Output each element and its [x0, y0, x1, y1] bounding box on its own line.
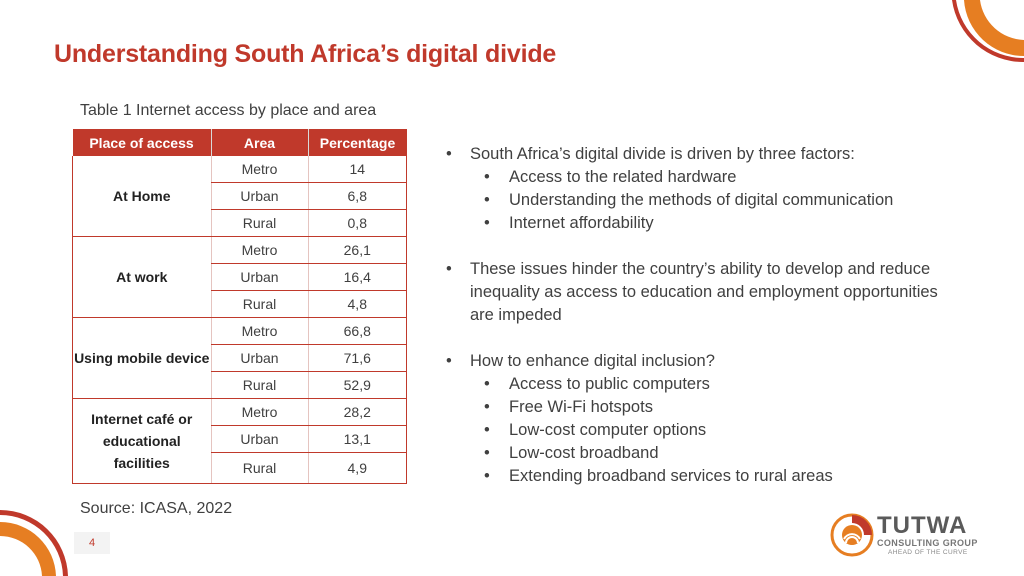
percentage-cell: 16,4	[307, 263, 407, 291]
place-cell: At Home	[72, 156, 211, 237]
percentage-cell: 26,1	[307, 236, 407, 264]
percentage-cell: 14	[307, 156, 407, 183]
area-cell: Metro	[210, 398, 308, 426]
tutwa-logo: TUTWA CONSULTING GROUP AHEAD OF THE CURV…	[830, 510, 980, 560]
corner-decoration-top	[952, 0, 1024, 62]
percentage-cell: 13,1	[307, 425, 407, 453]
sub-bullet-item: Access to public computers	[446, 373, 966, 396]
table-row: At Home Metro 14	[72, 156, 407, 237]
table-row: Urban 13,1	[73, 425, 407, 453]
area-cell: Metro	[210, 156, 308, 183]
logo-subtitle: CONSULTING GROUP	[877, 538, 978, 548]
bullet-spacer	[446, 235, 966, 258]
header-place: Place of access	[72, 129, 211, 156]
sub-bullet-item: Access to the related hardware	[446, 166, 966, 189]
table-row: Rural 0,8	[73, 209, 407, 237]
sub-bullet-item: Internet affordability	[446, 212, 966, 235]
sub-bullet-item: Low-cost broadband	[446, 442, 966, 465]
sub-bullet-item: Extending broadband services to rural ar…	[446, 465, 966, 488]
percentage-cell: 52,9	[307, 371, 407, 399]
place-cell: Internet café or educational facilities	[72, 398, 211, 484]
bullet-item: South Africa’s digital divide is driven …	[446, 143, 966, 166]
area-cell: Metro	[210, 317, 308, 345]
internet-access-table: Place of access Area Percentage At Home …	[72, 129, 407, 484]
bullet-list: South Africa’s digital divide is driven …	[446, 143, 966, 488]
percentage-cell: 6,8	[307, 182, 407, 210]
table-row: Using mobile device Metro 66,8	[72, 317, 407, 399]
table-row: Urban 71,6	[73, 344, 407, 372]
sub-bullet-item: Low-cost computer options	[446, 419, 966, 442]
logo-mark-icon	[830, 513, 874, 557]
table-row: Rural 4,9	[73, 452, 407, 484]
bullet-item: These issues hinder the country’s abilit…	[446, 258, 940, 327]
table-row: Urban 6,8	[73, 182, 407, 210]
logo-tagline: AHEAD OF THE CURVE	[888, 549, 968, 556]
area-cell: Urban	[210, 425, 308, 453]
table-header-row: Place of access Area Percentage	[72, 129, 407, 156]
table-source: Source: ICASA, 2022	[80, 500, 233, 517]
percentage-cell: 66,8	[307, 317, 407, 345]
place-cell: Using mobile device	[72, 317, 211, 399]
table-row: Rural 4,8	[73, 290, 407, 318]
bullet-spacer	[446, 327, 966, 350]
table-row: Internet café or educational facilities …	[72, 398, 407, 484]
page-title: Understanding South Africa’s digital div…	[54, 40, 557, 68]
logo-name: TUTWA	[877, 512, 968, 539]
area-cell: Urban	[210, 182, 308, 210]
percentage-cell: 4,8	[307, 290, 407, 318]
place-cell: At work	[72, 236, 211, 318]
header-area: Area	[210, 129, 308, 156]
sub-bullet-item: Free Wi-Fi hotspots	[446, 396, 966, 419]
percentage-cell: 28,2	[307, 398, 407, 426]
percentage-cell: 4,9	[307, 452, 407, 484]
area-cell: Rural	[210, 209, 308, 237]
sub-bullet-item: Understanding the methods of digital com…	[446, 189, 966, 212]
area-cell: Urban	[210, 344, 308, 372]
area-cell: Metro	[210, 236, 308, 264]
area-cell: Urban	[210, 263, 308, 291]
area-cell: Rural	[210, 290, 308, 318]
page-number: 4	[74, 532, 110, 554]
table-caption: Table 1 Internet access by place and are…	[80, 102, 377, 119]
header-percentage: Percentage	[307, 129, 407, 156]
table-row: Rural 52,9	[73, 371, 407, 399]
table-row: Urban 16,4	[73, 263, 407, 291]
area-cell: Rural	[210, 371, 308, 399]
bullet-item: How to enhance digital inclusion?	[446, 350, 966, 373]
area-cell: Rural	[210, 452, 308, 484]
percentage-cell: 71,6	[307, 344, 407, 372]
percentage-cell: 0,8	[307, 209, 407, 237]
corner-decoration-bottom	[0, 510, 68, 576]
table-row: At work Metro 26,1	[72, 236, 407, 318]
